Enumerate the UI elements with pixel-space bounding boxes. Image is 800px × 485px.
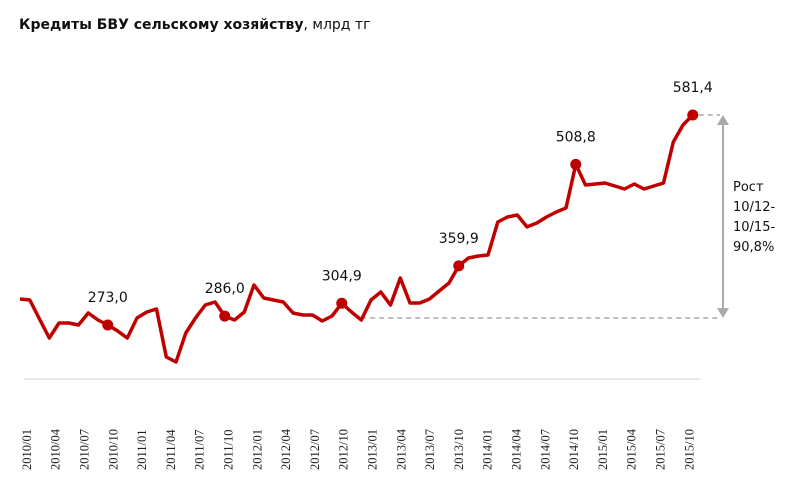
- data-label: 273,0: [88, 290, 128, 306]
- data-label: 581,4: [673, 80, 713, 96]
- x-tick-label: 2012/07: [308, 429, 322, 470]
- x-tick-label: 2012/01: [250, 429, 264, 470]
- x-tick-label: 2015/04: [625, 428, 639, 470]
- series-line: [19, 113, 695, 364]
- x-tick-label: 2010/10: [106, 429, 120, 470]
- data-label: 286,0: [205, 281, 245, 297]
- x-tick-label: 2011/10: [221, 429, 235, 470]
- x-tick-label: 2015/07: [653, 429, 667, 470]
- data-label: 508,8: [556, 129, 596, 145]
- arrow-up-icon: [717, 115, 729, 125]
- x-tick-label: 2011/07: [193, 429, 207, 470]
- data-label: 359,9: [439, 231, 479, 247]
- arrow-down-icon: [717, 308, 729, 319]
- x-tick-label: 2014/10: [567, 429, 581, 470]
- growth-annotation: Рост 10/12- 10/15- 90,8%: [733, 178, 775, 258]
- x-tick-label: 2014/01: [481, 429, 495, 470]
- x-tick-label: 2013/10: [452, 429, 466, 470]
- annotation-line: 10/12-: [733, 200, 776, 215]
- data-label: 304,9: [322, 268, 362, 284]
- x-tick-label: 2014/04: [509, 428, 523, 470]
- x-tick-label: 2013/04: [394, 428, 408, 470]
- annotation-line: 10/15-: [733, 220, 776, 235]
- x-tick-label: 2012/04: [279, 428, 293, 470]
- data-point-marker: [219, 310, 231, 322]
- x-tick-label: 2014/07: [538, 429, 552, 470]
- x-tick-label: 2010/01: [20, 429, 34, 470]
- x-tick-label: 2013/07: [423, 429, 437, 470]
- data-point-marker: [687, 109, 699, 121]
- x-tick-label: 2015/10: [682, 429, 696, 470]
- chart-title: Кредиты БВУ сельскому хозяйству, млрд тг: [19, 17, 370, 33]
- x-tick-label: 2011/04: [164, 429, 178, 470]
- data-point-marker: [570, 158, 582, 170]
- x-tick-label: 2011/01: [135, 429, 149, 470]
- x-tick-label: 2015/01: [596, 429, 610, 470]
- data-point-marker: [336, 297, 348, 309]
- chart-title-unit: , млрд тг: [303, 17, 371, 33]
- data-point-marker: [453, 260, 465, 272]
- x-tick-label: 2010/04: [49, 428, 63, 470]
- annotation-line: 90,8%: [733, 240, 775, 255]
- data-point-marker: [102, 319, 114, 331]
- x-tick-label: 2010/07: [77, 429, 91, 470]
- chart-title-text: Кредиты БВУ сельскому хозяйству: [19, 17, 304, 33]
- annotation-line: Рост: [733, 180, 764, 195]
- x-tick-label: 2012/10: [337, 429, 351, 470]
- x-tick-label: 2013/01: [365, 429, 379, 470]
